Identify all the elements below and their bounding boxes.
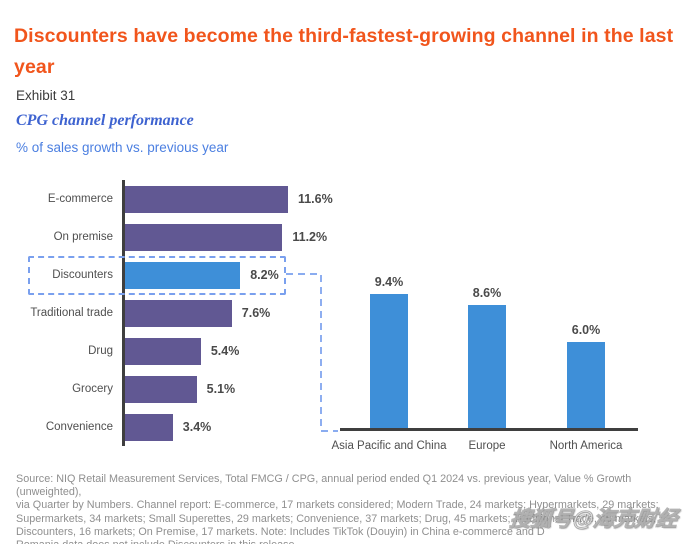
bar (125, 413, 173, 441)
bar-track: 7.6% (122, 294, 358, 332)
source-line: Romania data does not include Discounter… (16, 539, 678, 544)
exhibit-label: Exhibit 31 (16, 88, 76, 103)
category-label: Grocery (72, 383, 113, 395)
channel-growth-bar-chart: E-commerce 11.6% On premise 11.2% Discounter… (28, 180, 358, 446)
category-label: On premise (53, 231, 113, 243)
value-label: 8.6% (472, 286, 502, 301)
hbar-row: Convenience 3.4% (28, 408, 358, 446)
bar (567, 342, 605, 428)
hbar-row: On premise 11.2% (28, 218, 358, 256)
hbar-row: Discounters 8.2% (28, 256, 358, 294)
bar-track: 8.2% (122, 256, 358, 294)
bar (125, 185, 288, 213)
category-label: North America (549, 440, 623, 452)
discounters-highlight-box (28, 256, 286, 295)
value-label: 3.4% (182, 420, 212, 434)
value-label: 11.6% (297, 192, 333, 206)
chart-title: CPG channel performance (16, 112, 194, 129)
watermark: 搜狐号@海克财经 (508, 508, 680, 532)
source-note: Source: NIQ Retail Measurement Services,… (16, 473, 678, 544)
bar-highlighted (125, 261, 241, 289)
source-line: Discounters, 16 markets; On Premise, 17 … (16, 525, 545, 538)
category-label: Europe (468, 440, 506, 452)
value-label: 5.1% (206, 382, 236, 396)
chart-subtitle: % of sales growth vs. previous year (16, 140, 229, 155)
source-line: via Quarter by Numbers. Channel report: … (16, 499, 659, 512)
value-label: 6.0% (571, 323, 601, 338)
hbar-row: Grocery 5.1% (28, 370, 358, 408)
category-label: E-commerce (47, 193, 113, 205)
source-line: Supermarkets, 34 markets; Small Superett… (16, 512, 657, 525)
value-label: 7.6% (241, 306, 271, 320)
bar (125, 299, 232, 327)
bar-track: 3.4% (122, 408, 358, 446)
category-label: Drug (88, 345, 113, 357)
category-label: Asia Pacific and China (331, 440, 447, 452)
page-title: Discounters have become the third-fastes… (14, 25, 674, 79)
bar (125, 337, 201, 365)
category-label: Discounters (52, 269, 113, 281)
category-label: Convenience (45, 421, 113, 433)
bar (468, 305, 506, 428)
bar-track: 5.1% (122, 370, 358, 408)
hbar-row: Drug 5.4% (28, 332, 358, 370)
bar (370, 293, 408, 428)
bar (125, 223, 283, 251)
bar-track: 5.4% (122, 332, 358, 370)
value-label: 5.4% (210, 344, 240, 358)
value-label: 8.2% (250, 268, 279, 282)
value-label: 11.2% (292, 230, 328, 244)
discounters-region-bar-chart: 9.4% Asia Pacific and China 8.6% Europe 6.0%… (330, 270, 660, 480)
value-label: 9.4% (374, 274, 404, 289)
bar-track: 11.2% (122, 218, 358, 256)
bar (125, 375, 197, 403)
x-axis-line (340, 428, 638, 431)
hbar-row: Traditional trade 7.6% (28, 294, 358, 332)
source-line: Source: NIQ Retail Measurement Services,… (16, 473, 632, 499)
hbar-row: E-commerce 11.6% (28, 180, 358, 218)
bar-track: 11.6% (122, 180, 358, 218)
category-label: Traditional trade (30, 307, 113, 319)
